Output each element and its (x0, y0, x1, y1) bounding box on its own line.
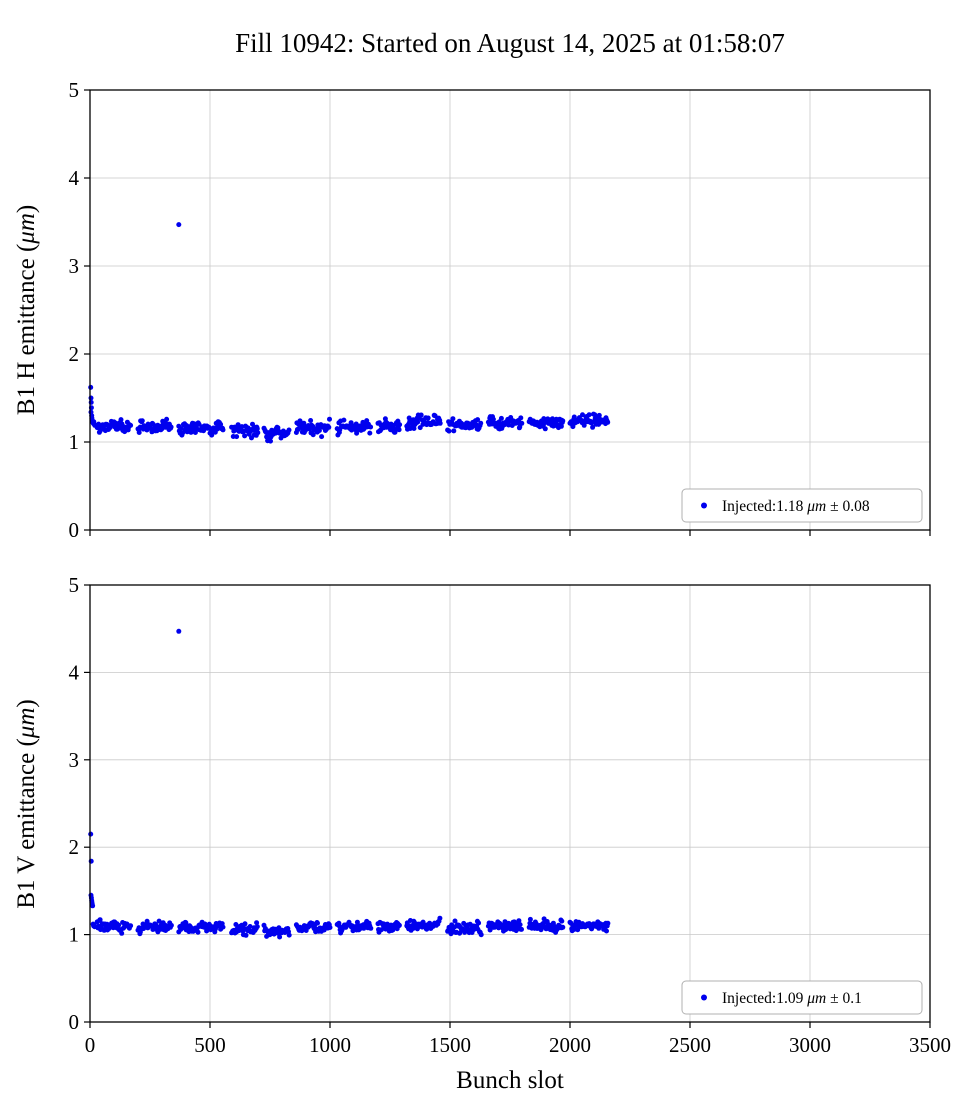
y-tick-label: 2 (69, 342, 80, 366)
y-tick-label: 0 (69, 1010, 80, 1034)
y-axis-label-v-close: ) (13, 699, 40, 707)
y-tick-label: 4 (69, 166, 80, 190)
y-tick-label: 3 (69, 254, 80, 278)
legend-box (681, 980, 923, 1015)
x-tick-label: 3500 (909, 1033, 951, 1057)
legend-label-std: ± 0.1 (826, 990, 862, 1007)
x-tick-label: 2500 (669, 1033, 711, 1057)
y-tick-label: 0 (69, 518, 80, 542)
legend-label: Injected:1.18 μm ± 0.08 (722, 498, 870, 515)
y-axis-label-h-text: B1 H emittance ( (13, 244, 40, 415)
grid-lines (89, 584, 931, 1023)
legend-label-unit: μm (806, 990, 826, 1007)
legend-label-prefix: Injected:1.18 (722, 498, 807, 515)
legend-marker-icon (701, 502, 707, 509)
x-tick-label: 500 (194, 1033, 226, 1057)
legend-label-prefix: Injected:1.09 (722, 990, 807, 1007)
x-tick-label: 3000 (789, 1033, 831, 1057)
axes-frame (89, 89, 931, 531)
y-tick-label: 2 (69, 835, 80, 859)
subplot-b1-h: 0 1 2 3 4 5 Injected:1.18 μm ± 0.08 (69, 78, 931, 542)
y-axis-label-v-text: B1 V emittance ( (13, 738, 40, 909)
x-tick-label: 2000 (549, 1033, 591, 1057)
axes-frame (89, 584, 931, 1023)
y-tick-label: 5 (69, 78, 80, 102)
x-tick-label: 1000 (309, 1033, 351, 1057)
tick-marks (84, 584, 931, 1028)
y-axis-label-v: B1 V emittance (μm) (13, 699, 40, 909)
scatter-points (88, 222, 611, 444)
y-tick-label: 3 (69, 748, 80, 772)
subplot-b1-v: 0 1 2 3 4 5 0 500 1000 1500 2000 2500 3000 3500 Inject… (69, 573, 952, 1057)
legend-label-unit: μm (806, 498, 826, 515)
y-axis-label-h: B1 H emittance (μm) (13, 205, 40, 415)
y-tick-label: 1 (69, 923, 80, 947)
legend: Injected:1.18 μm ± 0.08 (681, 488, 923, 523)
legend-marker-icon (701, 994, 707, 1001)
x-axis-label: Bunch slot (456, 1067, 564, 1094)
scatter-points (88, 628, 611, 940)
legend: Injected:1.09 μm ± 0.1 (681, 980, 923, 1015)
y-tick-label: 5 (69, 573, 80, 597)
plot-area: 0 1 2 3 4 5 Injected:1.18 μm ± 0.08 0 1 2 3 4 5 0 500 1… (69, 78, 952, 1057)
x-tick-label: 1500 (429, 1033, 471, 1057)
grid-lines (89, 89, 931, 531)
y-tick-label: 1 (69, 430, 80, 454)
y-tick-label: 4 (69, 660, 80, 684)
x-tick-label: 0 (85, 1033, 96, 1057)
tick-marks (84, 89, 931, 536)
legend-label: Injected:1.09 μm ± 0.1 (722, 990, 862, 1007)
y-axis-label-h-close: ) (13, 205, 40, 213)
y-axis-label-v-unit: μm (13, 708, 40, 740)
y-axis-label-h-unit: μm (13, 213, 40, 245)
legend-box (681, 488, 923, 523)
legend-label-std: ± 0.08 (826, 498, 870, 515)
figure-title: Fill 10942: Started on August 14, 2025 a… (235, 28, 785, 58)
